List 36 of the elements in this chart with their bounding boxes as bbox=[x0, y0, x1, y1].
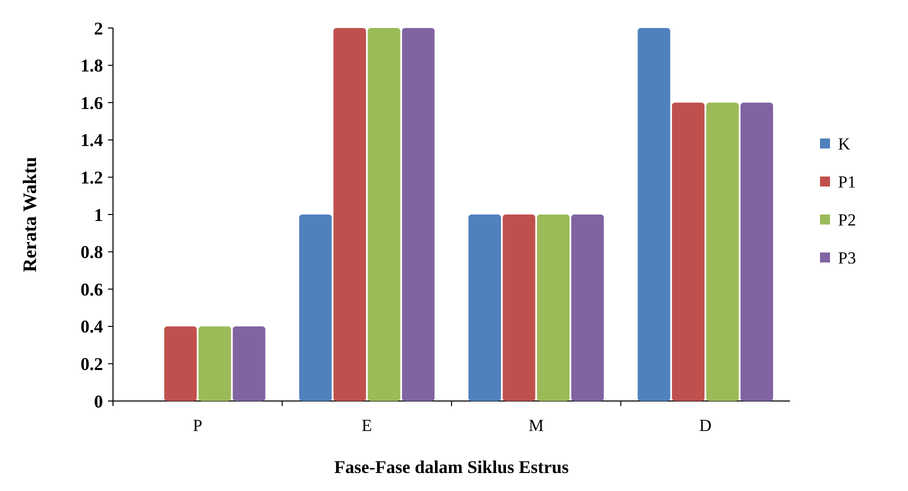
bar bbox=[232, 326, 266, 401]
x-tick-label: E bbox=[362, 416, 372, 435]
bar bbox=[706, 102, 739, 401]
bar bbox=[638, 28, 670, 401]
bar bbox=[740, 102, 774, 401]
bar bbox=[536, 214, 570, 401]
bar bbox=[198, 326, 232, 401]
x-tick-label: M bbox=[528, 416, 544, 435]
bar bbox=[468, 214, 501, 401]
y-tick-label: 1.2 bbox=[80, 168, 103, 188]
x-axis-title: Fase-Fase dalam Siklus Estrus bbox=[334, 457, 569, 477]
bar bbox=[164, 326, 197, 401]
y-tick-label: 2 bbox=[94, 18, 103, 38]
y-tick-label: 1.6 bbox=[80, 92, 103, 113]
legend-label: P2 bbox=[838, 210, 856, 230]
y-tick-label: 0.2 bbox=[80, 354, 103, 374]
y-tick-label: 0.6 bbox=[80, 279, 103, 300]
y-tick-label: 0.8 bbox=[80, 242, 103, 262]
bar bbox=[402, 28, 435, 401]
legend-label: K bbox=[838, 134, 851, 154]
bar bbox=[333, 28, 366, 401]
bar bbox=[368, 28, 400, 401]
y-tick-label: 1 bbox=[94, 204, 103, 225]
bar bbox=[299, 214, 332, 401]
y-axis-title: Rerata Waktu bbox=[20, 156, 41, 272]
y-tick-label: 0.4 bbox=[80, 316, 103, 337]
bar bbox=[672, 102, 705, 401]
x-tick-label: P bbox=[192, 416, 202, 435]
y-tick-label: 1.4 bbox=[80, 130, 103, 150]
legend-label: P3 bbox=[838, 248, 856, 268]
y-tick-label: 1.8 bbox=[80, 56, 103, 76]
bar bbox=[502, 214, 536, 401]
x-tick-label: D bbox=[699, 416, 712, 435]
y-tick-label: 0 bbox=[94, 391, 103, 412]
legend-label: P1 bbox=[838, 172, 856, 192]
bar bbox=[571, 214, 604, 401]
